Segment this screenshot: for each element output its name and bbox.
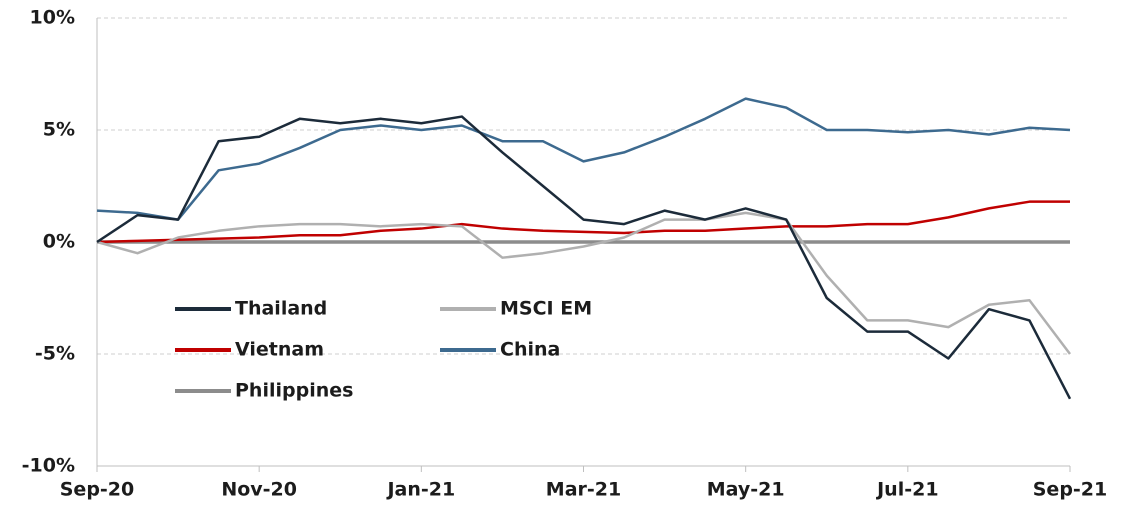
x-tick-label: Sep-20	[60, 479, 135, 501]
y-tick-label: 5%	[43, 119, 75, 141]
x-tick-label: May-21	[707, 479, 785, 501]
series-line	[96, 200, 1070, 244]
y-tick-label: -5%	[35, 343, 75, 365]
legend-label: Philippines	[235, 380, 353, 402]
legend-label: MSCI EM	[500, 298, 592, 320]
x-tick-label: Mar-21	[546, 479, 621, 501]
y-tick-label: 0%	[43, 231, 75, 253]
x-tick-label: Sep-21	[1033, 479, 1108, 501]
series-line	[96, 211, 1071, 355]
x-tick-label: Jan-21	[385, 479, 455, 501]
x-tick-label: Jul-21	[875, 479, 938, 501]
y-tick-label: 10%	[30, 7, 75, 29]
x-tick-label: Nov-20	[221, 479, 297, 501]
legend-label: Vietnam	[235, 339, 324, 361]
series-line	[96, 115, 1072, 400]
y-tick-label: -10%	[22, 455, 75, 477]
legend-label: China	[500, 339, 560, 361]
legend-label: Thailand	[235, 298, 327, 320]
series-line	[96, 97, 1071, 221]
